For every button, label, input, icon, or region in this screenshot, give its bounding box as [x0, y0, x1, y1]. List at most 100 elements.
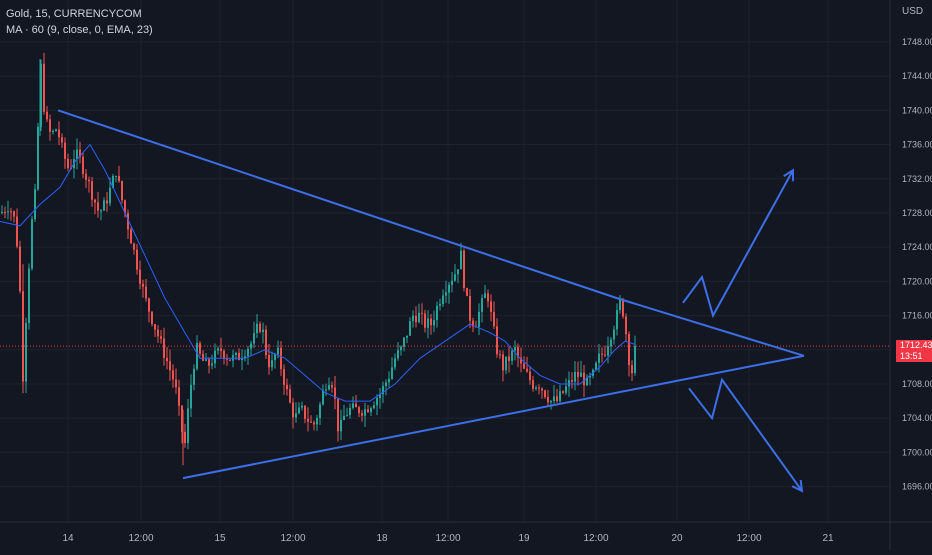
candle-body — [16, 216, 18, 247]
candle-body — [142, 283, 144, 287]
candle-body — [178, 387, 180, 406]
chart-legend: Gold, 15, CURRENCYCOM MA · 60 (9, close,… — [6, 6, 153, 38]
ema-line[interactable] — [0, 143, 637, 402]
candle-body — [217, 348, 219, 351]
indicator-label[interactable]: MA · 60 (9, close, 0, EMA, 23) — [6, 24, 153, 36]
candle-body — [67, 158, 69, 169]
candle-body — [169, 361, 171, 371]
candle-body — [448, 284, 450, 293]
candle-body — [481, 298, 483, 312]
candle-body — [469, 295, 471, 321]
candle-body — [607, 346, 609, 356]
x-tick-label: 18 — [376, 533, 388, 544]
candle-body — [34, 189, 36, 220]
candle-body — [211, 363, 213, 366]
candle-body — [64, 142, 66, 159]
candle-body — [238, 352, 240, 360]
candle-body — [514, 347, 516, 351]
candle-body — [271, 360, 273, 368]
candle-body — [589, 375, 591, 378]
y-tick-label: 1704.00 — [902, 413, 932, 423]
candle-body — [421, 312, 423, 314]
candle-body — [583, 372, 585, 386]
candle-body — [37, 126, 39, 190]
candle-body — [133, 243, 135, 250]
candle-body — [388, 378, 390, 383]
candle-body — [292, 402, 294, 418]
candle-body — [280, 347, 282, 370]
candle-body — [595, 362, 597, 370]
y-tick-label: 1748.00 — [902, 37, 932, 47]
candle-body — [415, 315, 417, 323]
candle-body — [622, 299, 624, 317]
candle-body — [235, 352, 237, 356]
candle-body — [331, 385, 333, 388]
candle-body — [580, 372, 582, 377]
candle-body — [400, 346, 402, 351]
candle-body — [127, 213, 129, 230]
candle-body — [58, 129, 60, 138]
candle-body — [352, 403, 354, 408]
triangle-lower-trendline[interactable] — [182, 354, 805, 480]
candle-body — [94, 199, 96, 203]
candle-body — [130, 229, 132, 244]
candle-body — [109, 187, 111, 204]
candle-body — [193, 368, 195, 385]
candle-body — [88, 179, 90, 182]
candle-body — [472, 320, 474, 327]
candle-body — [466, 287, 468, 296]
candle-body — [610, 339, 612, 347]
candle-body — [523, 363, 525, 369]
candle-body — [379, 394, 381, 399]
bearish-arrow-path[interactable] — [688, 377, 803, 492]
candle-body — [406, 335, 408, 338]
bar-countdown: 13:51 — [900, 351, 923, 362]
x-tick-label: 21 — [822, 533, 834, 544]
candle-body — [166, 357, 168, 362]
candle-body — [286, 384, 288, 390]
candle-body — [478, 311, 480, 327]
candle-body — [418, 312, 420, 323]
triangle-upper-trendline[interactable] — [57, 109, 805, 357]
y-tick-label: 1720.00 — [902, 276, 932, 286]
y-tick-label: 1700.00 — [902, 447, 932, 457]
candle-body — [376, 398, 378, 406]
candle-body — [526, 368, 528, 372]
candle-body — [544, 390, 546, 397]
candle-body — [220, 348, 222, 351]
candle-body — [175, 379, 177, 388]
x-tick-label: 12:00 — [583, 533, 608, 544]
arrow-down-head — [791, 479, 804, 493]
candle-body — [484, 293, 486, 299]
candle-body — [370, 408, 372, 413]
candle-body — [76, 149, 78, 160]
candle-body — [316, 417, 318, 425]
candle-body — [397, 350, 399, 359]
x-tick-label: 15 — [214, 533, 226, 544]
x-tick-label: 12:00 — [736, 533, 761, 544]
y-tick-label: 1724.00 — [902, 242, 932, 252]
candle-body — [625, 316, 627, 335]
candle-body — [172, 370, 174, 380]
candle-body — [358, 407, 360, 414]
candle-body — [259, 323, 261, 332]
symbol-title[interactable]: Gold, 15, CURRENCYCOM — [6, 8, 142, 20]
candle-body — [97, 202, 99, 211]
candle-body — [7, 211, 9, 213]
candle-body — [382, 385, 384, 395]
bullish-arrow-path[interactable] — [682, 169, 794, 319]
candle-body — [577, 372, 579, 377]
y-tick-label: 1716.00 — [902, 311, 932, 321]
candle-body — [310, 421, 312, 423]
candle-body — [283, 369, 285, 385]
candle-body — [355, 403, 357, 408]
candle-body — [511, 350, 513, 361]
candle-body — [385, 382, 387, 386]
candle-body — [85, 173, 87, 180]
candle-body — [121, 181, 123, 201]
candle-body — [502, 354, 504, 371]
candle-body — [250, 343, 252, 349]
